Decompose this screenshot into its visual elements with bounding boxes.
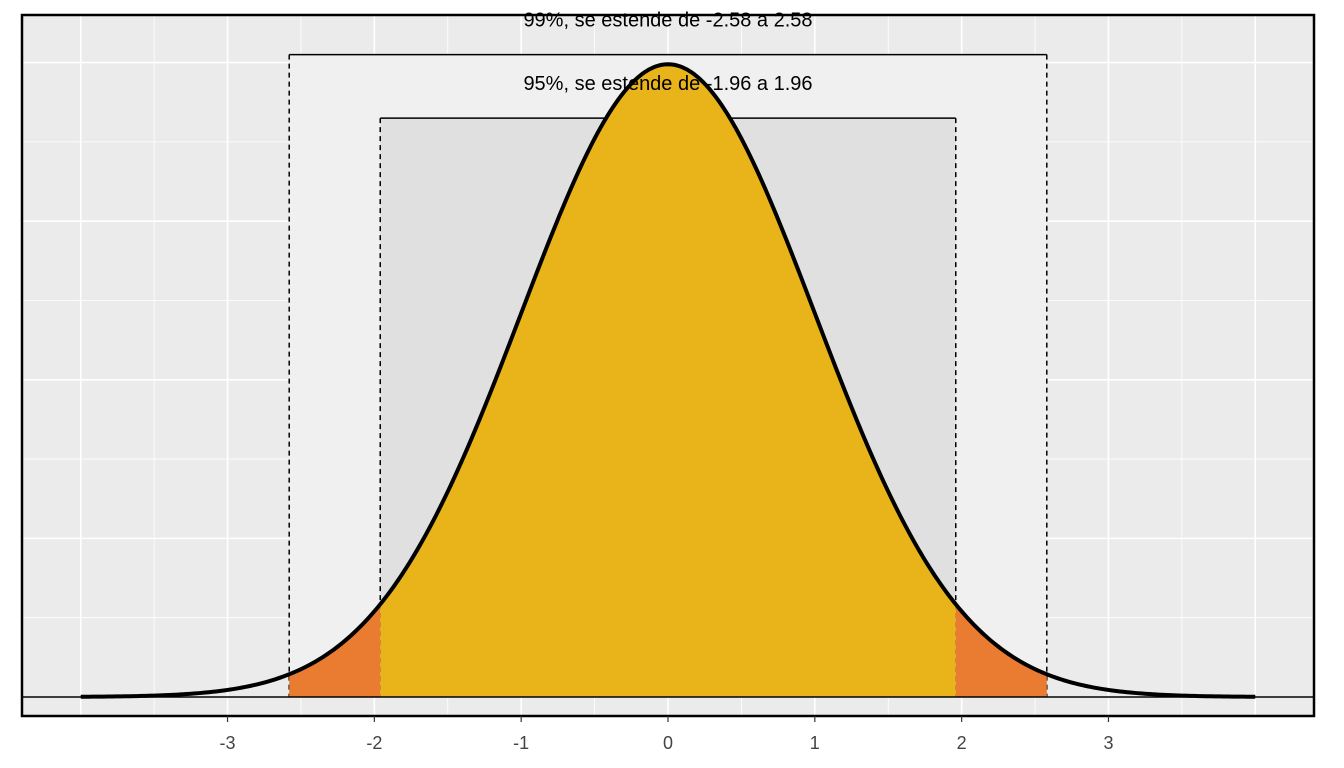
interval-99-label: 99%, se estende de -2.58 a 2.58 <box>523 10 812 32</box>
x-tick-label: 3 <box>1103 733 1113 753</box>
x-tick-label: -1 <box>513 733 529 753</box>
x-tick-label: -3 <box>220 733 236 753</box>
density-curve-group <box>22 62 1314 699</box>
x-tick-label: -2 <box>366 733 382 753</box>
interval-95-label: 95%, se estende de -1.96 a 1.96 <box>523 73 812 95</box>
x-tick-label: 2 <box>957 733 967 753</box>
x-axis: -3 -2 -1 0 1 2 3 <box>220 716 1113 753</box>
x-tick-label: 0 <box>663 733 673 753</box>
density-curve <box>80 62 1256 699</box>
area-95-center <box>380 64 956 697</box>
x-tick-label: 1 <box>810 733 820 753</box>
